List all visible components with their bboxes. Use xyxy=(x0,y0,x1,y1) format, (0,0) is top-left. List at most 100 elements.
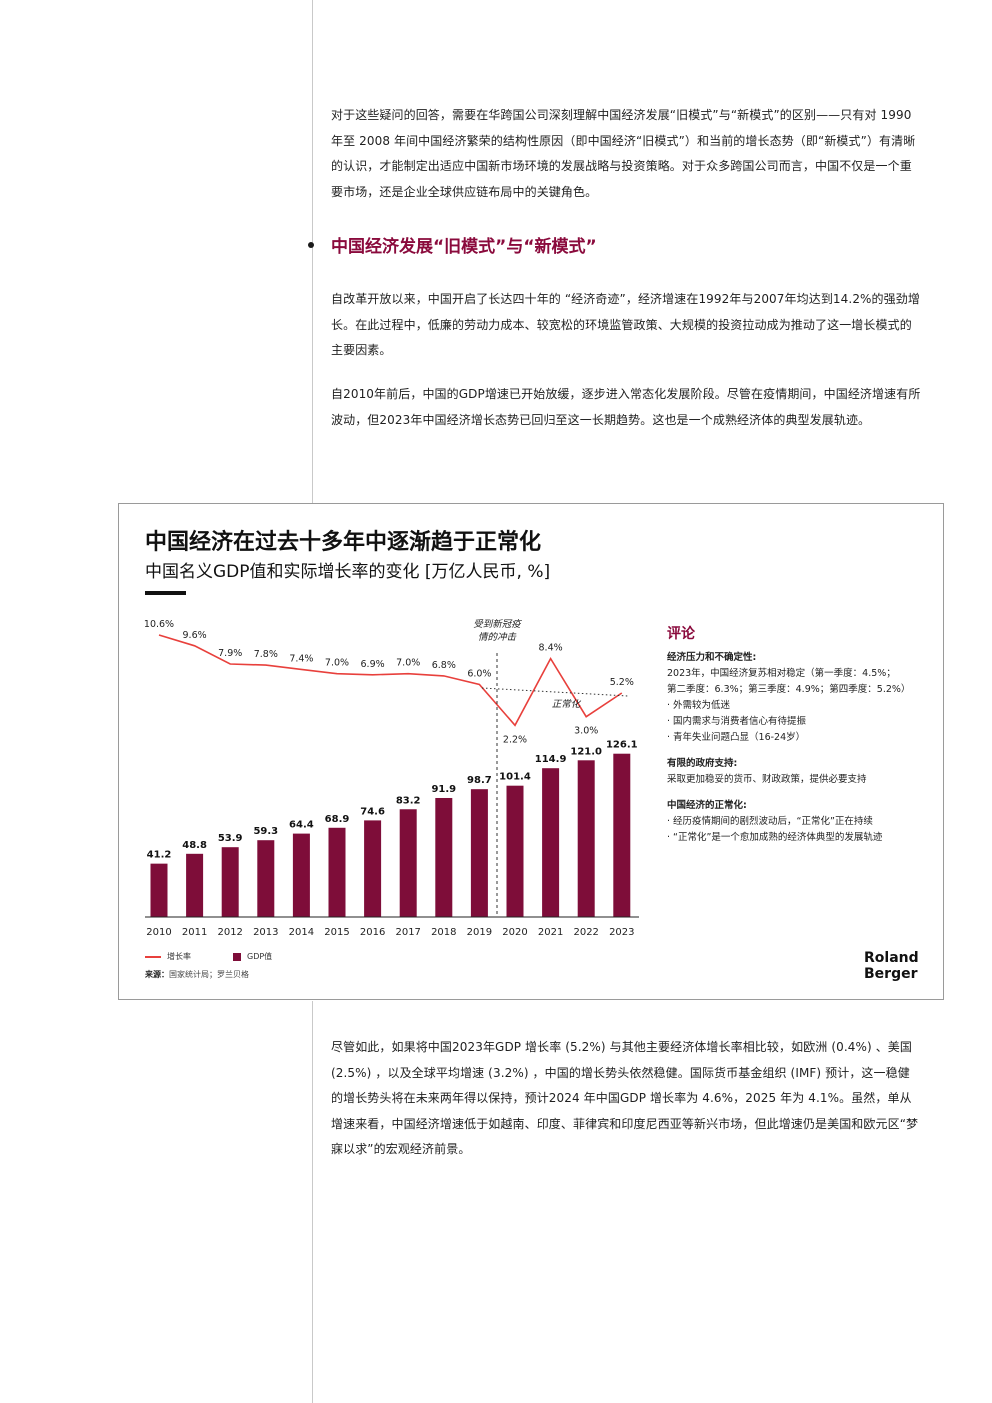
chart-source: 来源：国家统计局；罗兰贝格 xyxy=(145,969,249,980)
bullet-dot xyxy=(308,242,314,248)
gdp-label-2013: 59.3 xyxy=(253,826,278,837)
gdp-bar-2022 xyxy=(577,760,595,917)
growth-label-2023: 5.2% xyxy=(610,677,634,688)
gdp-label-2011: 48.8 xyxy=(182,840,207,851)
page-rule-bottom xyxy=(312,1001,313,1403)
gdp-bar-2012 xyxy=(221,847,239,917)
gdp-label-2012: 53.9 xyxy=(218,833,243,844)
growth-label-2010: 10.6% xyxy=(144,619,174,630)
gdp-bar-2020 xyxy=(506,785,524,917)
gdp-bar-2011 xyxy=(186,853,204,917)
gdp-bar-2016 xyxy=(364,820,382,917)
growth-label-2017: 7.0% xyxy=(396,658,420,669)
x-tick-2022: 2022 xyxy=(573,927,598,938)
logo-line1: Roland xyxy=(864,950,919,966)
gdp-label-2019: 98.7 xyxy=(467,775,492,786)
page-rule-top xyxy=(312,0,313,503)
gdp-label-2010: 41.2 xyxy=(147,850,172,861)
growth-label-2013: 7.8% xyxy=(254,649,278,660)
growth-label-2022: 3.0% xyxy=(574,726,598,737)
growth-label-2015: 7.0% xyxy=(325,658,349,669)
gdp-label-2018: 91.9 xyxy=(431,784,456,795)
logo-line2: Berger xyxy=(864,966,918,982)
legend-gdp: GDP值 xyxy=(233,951,272,962)
gdp-bar-2021 xyxy=(542,768,560,917)
gdp-label-2023: 126.1 xyxy=(606,740,638,751)
gdp-bar-2015 xyxy=(328,827,346,917)
gdp-bar-2013 xyxy=(257,840,275,917)
normal-label: 正常化 xyxy=(552,699,582,710)
comment-heading: 有限的政府支持: xyxy=(667,758,738,769)
covid-note-line2: 情的冲击 xyxy=(478,631,517,643)
growth-label-2011: 9.6% xyxy=(183,630,207,641)
growth-label-2014: 7.4% xyxy=(289,653,313,664)
growth-label-2018: 6.8% xyxy=(432,660,456,671)
paragraph-comparison: 尽管如此，如果将中国2023年GDP 增长率 (5.2%) 与其他主要经济体增长… xyxy=(331,1040,919,1156)
gdp-bar-2019 xyxy=(470,789,488,917)
legend-growth-label: 增长率 xyxy=(167,952,191,961)
source-label: 来源： xyxy=(145,970,169,979)
chart-title: 中国经济在过去十多年中逐渐趋于正常化 xyxy=(145,530,542,555)
legend-gdp-label: GDP值 xyxy=(247,952,273,961)
x-tick-2015: 2015 xyxy=(324,927,349,938)
comment-line: 采取更加稳妥的货币、财政政策，提供必要支持 xyxy=(667,774,867,785)
comment-line: · 国内需求与消费者信心有待提振 xyxy=(667,716,807,727)
gdp-label-2020: 101.4 xyxy=(499,772,531,783)
paragraph-intro: 对于这些疑问的回答，需要在华跨国公司深刻理解中国经济发展“旧模式”与“新模式”的… xyxy=(331,108,916,199)
roland-berger-logo: Roland Berger xyxy=(864,950,919,982)
section-heading: 中国经济发展“旧模式”与“新模式” xyxy=(331,237,597,257)
growth-label-2012: 7.9% xyxy=(218,648,242,659)
gdp-label-2017: 83.2 xyxy=(396,795,421,806)
comment-section-pressure: 经济压力和不确定性: 2023年，中国经济复苏相对稳定（第一季度：4.5%； 第… xyxy=(667,650,929,746)
covid-note-line1: 受到新冠疫 xyxy=(473,618,522,630)
x-tick-2023: 2023 xyxy=(609,927,634,938)
x-tick-2018: 2018 xyxy=(431,927,456,938)
x-tick-2021: 2021 xyxy=(538,927,563,938)
gdp-label-2014: 64.4 xyxy=(289,820,314,831)
growth-label-2021: 8.4% xyxy=(539,643,563,654)
source-text: 国家统计局；罗兰贝格 xyxy=(169,970,249,979)
growth-label-2019: 6.0% xyxy=(467,668,491,679)
comment-section-government: 有限的政府支持: 采取更加稳妥的货币、财政政策，提供必要支持 xyxy=(667,756,929,788)
comment-line: · 经历疫情期间的剧烈波动后，“正常化”正在持续 xyxy=(667,816,873,827)
gdp-bar-2017 xyxy=(399,809,417,917)
x-tick-2012: 2012 xyxy=(217,927,242,938)
comment-section-normalization: 中国经济的正常化: · 经历疫情期间的剧烈波动后，“正常化”正在持续 · “正常… xyxy=(667,798,929,846)
gdp-label-2015: 68.9 xyxy=(325,814,350,825)
x-tick-2014: 2014 xyxy=(289,927,314,938)
gdp-label-2021: 114.9 xyxy=(535,754,567,765)
chart-subtitle: 中国名义GDP值和实际增长率的变化 [万亿人民币, %] xyxy=(145,562,551,582)
x-tick-2016: 2016 xyxy=(360,927,385,938)
x-tick-2020: 2020 xyxy=(502,927,527,938)
paragraph-slowdown: 自2010年前后，中国的GDP增速已开始放缓，逐步进入常态化发展阶段。尽管在疫情… xyxy=(331,387,921,427)
comment-line: · 青年失业问题凸显（16-24岁） xyxy=(667,732,806,743)
growth-line xyxy=(158,634,623,727)
legend-growth: 增长率 xyxy=(145,951,191,962)
gdp-bar-2018 xyxy=(435,797,453,917)
gdp-bar-2010 xyxy=(150,863,168,917)
comment-line: · 外需较为低迷 xyxy=(667,700,731,711)
x-tick-2017: 2017 xyxy=(395,927,420,938)
trend-line xyxy=(481,687,629,697)
gdp-label-2022: 121.0 xyxy=(570,746,602,757)
legend-line-swatch xyxy=(145,955,161,958)
x-tick-2010: 2010 xyxy=(146,927,171,938)
gdp-bar-2014 xyxy=(292,833,310,917)
gdp-label-2016: 74.6 xyxy=(360,806,385,817)
comment-line: · “正常化”是一个愈加成熟的经济体典型的发展轨迹 xyxy=(667,832,883,843)
x-tick-2019: 2019 xyxy=(467,927,492,938)
comment-line: 第二季度：6.3%；第三季度：4.9%；第四季度：5.2%） xyxy=(667,684,911,695)
comment-panel: 评论 经济压力和不确定性: 2023年，中国经济复苏相对稳定（第一季度：4.5%… xyxy=(667,626,929,856)
comment-heading: 经济压力和不确定性: xyxy=(667,652,757,663)
x-tick-2011: 2011 xyxy=(182,927,207,938)
gdp-bar-2023 xyxy=(613,753,631,917)
growth-label-2020: 2.2% xyxy=(503,734,527,745)
x-tick-2013: 2013 xyxy=(253,927,278,938)
comment-heading: 中国经济的正常化: xyxy=(667,800,747,811)
comment-title: 评论 xyxy=(667,626,695,642)
legend-bar-swatch xyxy=(233,952,241,961)
chart-title-rule xyxy=(145,591,186,595)
growth-label-2016: 6.9% xyxy=(361,659,385,670)
paragraph-reform: 自改革开放以来，中国开启了长达四十年的 “经济奇迹”，经济增速在1992年与20… xyxy=(331,292,920,357)
